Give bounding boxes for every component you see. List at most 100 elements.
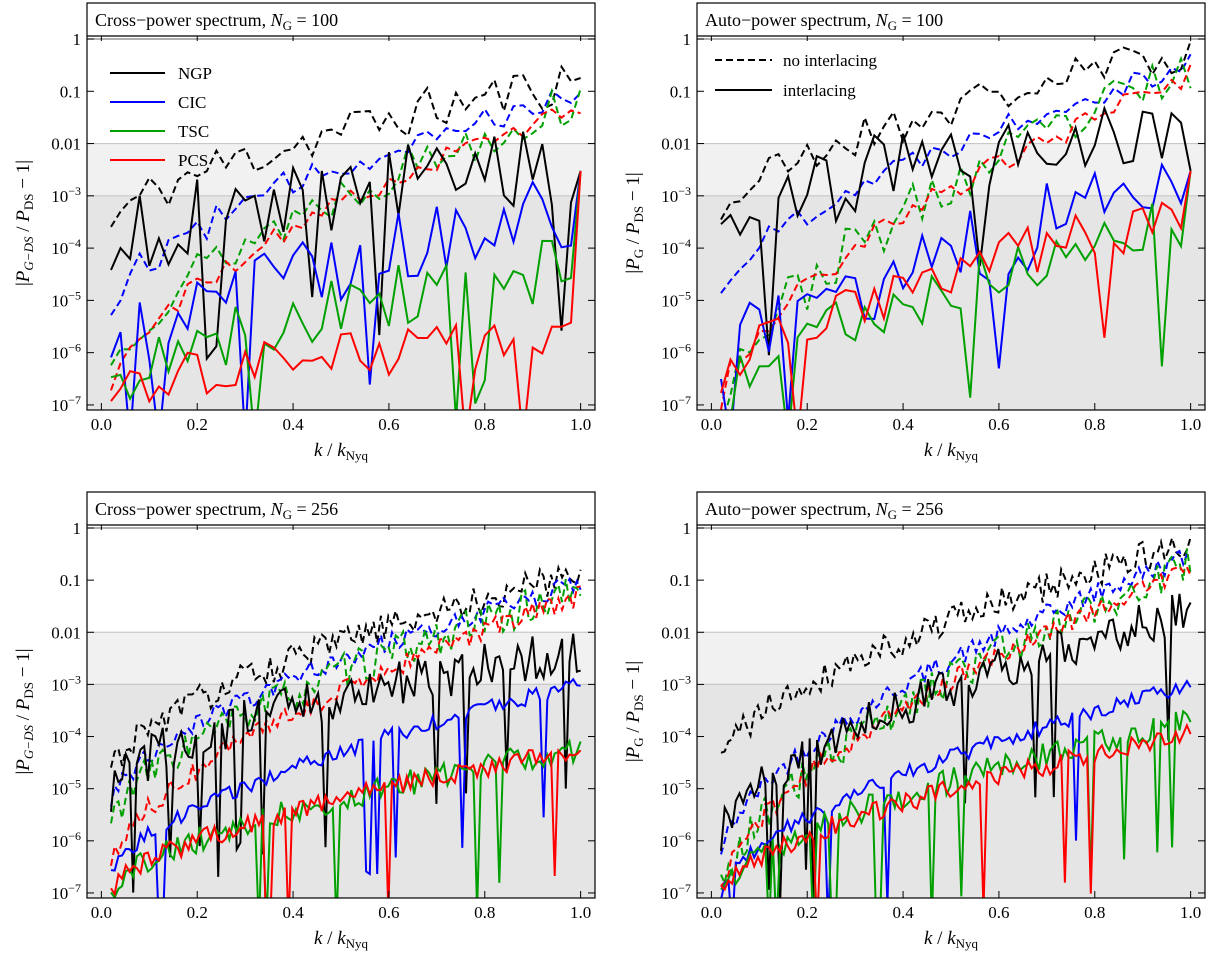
series-group <box>720 40 1192 410</box>
plot-frame <box>696 2 1206 411</box>
series-line-dashed-0 <box>110 64 581 228</box>
y-tick-label: 10−4 <box>661 236 691 258</box>
x-tick-label: 0.6 <box>988 415 1009 434</box>
x-tick-label: 0.2 <box>797 415 818 434</box>
x-tick-label: 0.6 <box>988 903 1009 922</box>
series-line-solid-5 <box>110 677 581 898</box>
panel-title: Cross−power spectrum, NG = 256 <box>95 499 338 522</box>
series-line-solid-5 <box>720 679 1192 898</box>
shaded-band <box>87 195 595 410</box>
y-tick-label: 10−6 <box>51 341 81 363</box>
y-tick-label: 0.1 <box>670 571 691 590</box>
legend-label-pcs: PCS <box>178 151 208 170</box>
plot-frame <box>86 491 596 899</box>
y-tick-label: 10−4 <box>51 236 81 258</box>
shaded-band <box>697 195 1205 410</box>
plot-frame <box>696 491 1206 899</box>
series-line-solid-5 <box>720 162 1192 410</box>
series-group <box>110 64 582 410</box>
x-tick-label: 0.0 <box>701 415 722 434</box>
legend-label-dashed: no interlacing <box>783 51 877 70</box>
x-tick-label: 0.6 <box>378 415 399 434</box>
series-line-solid-4 <box>720 105 1192 356</box>
y-tick-label: 1 <box>683 30 692 49</box>
chart-panel-top-left: Cross−power spectrum, NG = 100 0.0 0.2 0.4 0… <box>13 2 596 463</box>
y-tick-label: 1 <box>73 30 82 49</box>
series-line-solid-7 <box>110 170 582 410</box>
series-line-dashed-2 <box>110 87 582 366</box>
series-line-solid-5 <box>110 170 582 410</box>
series-line-dashed-2 <box>720 548 1192 887</box>
series-line-dashed-2 <box>724 55 1192 410</box>
x-tick-label: 1.0 <box>1180 903 1201 922</box>
legend-label-tsc: TSC <box>178 122 209 141</box>
series-line-solid-6 <box>110 170 582 410</box>
shaded-band <box>87 684 595 898</box>
series-line-dashed-3 <box>720 64 1192 410</box>
x-tick-label: 0.8 <box>1084 903 1105 922</box>
y-tick-label: 0.1 <box>60 571 81 590</box>
y-tick-label: 1 <box>73 519 82 538</box>
y-tick-label: 10−7 <box>51 393 81 415</box>
series-line-dashed-0 <box>720 534 1192 754</box>
legend-interlacing: no interlacing interlacing <box>715 51 877 100</box>
x-tick-label: 0.0 <box>91 903 112 922</box>
chart-panel-bottom-right: Auto−power spectrum, NG = 256 0.0 0.2 0.4 0.… <box>623 491 1206 951</box>
series-line-solid-6 <box>110 738 582 898</box>
y-tick-label: 10−4 <box>51 725 81 747</box>
y-tick-label: 10−5 <box>661 777 691 799</box>
plot-frame <box>86 2 596 411</box>
x-tick-label: 1.0 <box>1180 415 1201 434</box>
x-tick-label: 0.4 <box>892 903 914 922</box>
x-tick-label: 0.4 <box>892 415 914 434</box>
y-tick-label: 0.1 <box>670 82 691 101</box>
x-tick-label: 0.0 <box>91 415 112 434</box>
legend-interpolation: NGP CIC TSC PCS <box>110 64 212 170</box>
y-tick-label: 1 <box>683 519 692 538</box>
y-tick-label: 10−4 <box>661 725 691 747</box>
y-tick-label: 10−5 <box>661 288 691 310</box>
x-tick-label: 0.6 <box>378 903 399 922</box>
y-tick-label: 10−6 <box>51 829 81 851</box>
series-line-solid-4 <box>720 593 1192 898</box>
series-line-dashed-0 <box>110 563 582 768</box>
y-tick-label: 0.01 <box>51 135 81 154</box>
y-tick-label: 10−3 <box>51 672 81 694</box>
x-axis-label: k / kNyq <box>314 440 369 463</box>
x-tick-label: 0.0 <box>701 903 722 922</box>
series-line-dashed-2 <box>110 579 582 824</box>
y-axis-label: |PG / PDS − 1| <box>623 172 646 273</box>
y-axis-label: |PG / PDS − 1| <box>623 661 646 762</box>
x-tick-label: 0.8 <box>474 903 495 922</box>
y-tick-label: 10−3 <box>51 184 81 206</box>
y-tick-label: 10−5 <box>51 288 81 310</box>
x-tick-label: 0.4 <box>282 903 304 922</box>
x-tick-label: 0.2 <box>187 903 208 922</box>
y-tick-label: 0.01 <box>661 135 691 154</box>
legend-label-solid: interlacing <box>783 81 856 100</box>
series-line-solid-7 <box>720 722 1192 898</box>
y-tick-label: 0.01 <box>661 623 691 642</box>
x-axis-label: k / kNyq <box>924 928 979 951</box>
series-line-solid-7 <box>720 170 1192 410</box>
series-line-dashed-3 <box>720 565 1192 887</box>
series-line-dashed-1 <box>110 576 582 807</box>
x-tick-label: 1.0 <box>570 903 591 922</box>
series-line-solid-4 <box>110 633 581 893</box>
panel-title: Auto−power spectrum, NG = 100 <box>705 10 943 33</box>
series-line-solid-7 <box>110 748 582 898</box>
series-group <box>720 534 1192 898</box>
chart-panel-top-right: Auto−power spectrum, NG = 100 0.0 0.2 0.4 0.… <box>623 2 1206 463</box>
series-line-dashed-3 <box>110 585 581 866</box>
y-tick-label: 10−6 <box>661 829 691 851</box>
y-tick-label: 10−7 <box>661 393 691 415</box>
y-axis-label: |PG−DS / PDS − 1| <box>13 160 36 286</box>
y-tick-label: 10−5 <box>51 777 81 799</box>
shaded-band <box>697 143 1205 196</box>
y-tick-label: 0.1 <box>60 82 81 101</box>
panel-title: Cross−power spectrum, NG = 100 <box>95 10 338 33</box>
chart-panel-bottom-left: Cross−power spectrum, NG = 256 0.0 0.2 0.4 0… <box>13 491 596 951</box>
x-tick-label: 0.4 <box>282 415 304 434</box>
legend-label-cic: CIC <box>178 93 206 112</box>
